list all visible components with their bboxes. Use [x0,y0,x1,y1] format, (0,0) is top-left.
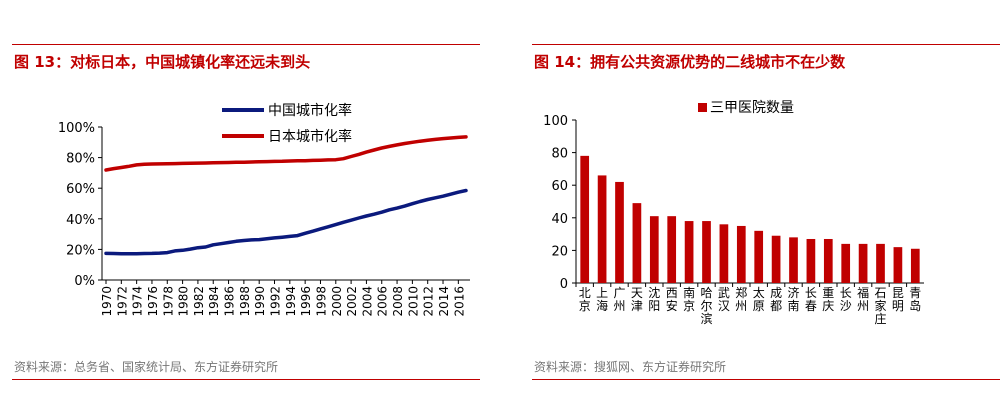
x-tick-label: 1974 [131,286,145,317]
x-tick-label: 1984 [207,286,221,317]
bar [684,221,694,283]
bar [580,155,590,283]
x-tick-label: 青岛 [909,286,921,313]
bar [667,216,677,283]
x-tick-label: 南京 [683,285,695,313]
x-tick-label: 郑州 [735,285,747,313]
bar [702,221,711,283]
x-tick-label: 1970 [100,286,114,317]
bar [736,225,746,283]
bar [754,230,764,283]
y-tick-label: 60 [551,179,568,194]
x-tick-label: 济南 [787,285,799,313]
x-tick-label: 广州 [613,286,625,313]
x-tick-label: 昆明 [892,286,904,313]
legend-label: 日本城市化率 [268,128,352,145]
y-tick-label: 20% [66,243,95,258]
x-tick-label: 2002 [345,286,359,317]
x-tick-label: 2006 [376,286,390,317]
x-tick-label: 成都 [770,286,782,313]
bar [841,243,851,283]
bar [823,238,833,283]
y-tick-label: 40% [66,213,95,228]
x-tick-label: 哈尔滨 [700,286,712,326]
y-tick-label: 80% [66,152,95,167]
x-tick-label: 1990 [253,286,267,317]
x-tick-label: 长春 [805,286,817,313]
x-tick-label: 2008 [391,286,405,317]
x-tick-label: 上海 [596,286,608,313]
top-rule [12,44,480,45]
series-line-2 [104,135,468,172]
chart-title: 图 14：拥有公共资源优势的二线城市不在少数 [534,53,846,71]
x-tick-label: 1992 [269,286,283,317]
x-tick-label: 重庆 [822,286,834,313]
legend-swatch [698,103,707,112]
chart-title: 图 13：对标日本，中国城镇化率还远未到头 [14,53,311,71]
bottom-rule [12,379,480,380]
legend-label: 三甲医院数量 [710,100,794,116]
x-tick-label: 1972 [115,286,129,317]
y-tick-label: 40 [551,212,568,227]
bar [771,235,781,283]
source-note: 资料来源：总务省、国家统计局、东方证券研究所 [14,360,279,374]
y-tick-label: 60% [66,182,95,197]
y-tick-label: 20 [551,244,568,259]
legend-label: 中国城市化率 [268,102,352,119]
x-tick-label: 2010 [406,286,420,317]
bar-chart: 020406080100北京上海广州天津沈阳西安南京哈尔滨武汉郑州太原成都济南长… [543,100,924,326]
x-tick-label: 福州 [857,285,869,313]
x-tick-label: 1982 [192,286,206,317]
bar [910,248,920,283]
bottom-rule [532,379,1000,380]
source-note: 资料来源：搜狐网、东方证券研究所 [534,360,727,374]
x-tick-label: 1994 [284,286,298,317]
x-tick-label: 1988 [238,286,252,317]
bar [806,238,816,283]
x-tick-label: 1986 [223,286,237,317]
figure-13-panel: 图 13：对标日本，中国城镇化率还远未到头 0% 20% 40% 60% 80% 100%… [0,0,480,418]
x-tick-label: 天津 [631,286,643,313]
x-tick-label: 1996 [299,286,313,317]
x-tick-label: 长沙 [840,286,852,313]
bar [893,247,903,283]
x-tick-label: 太原 [753,285,765,313]
x-tick-label: 石家庄 [874,286,886,326]
x-tick-label: 2004 [360,286,374,317]
x-tick-label: 1980 [177,286,191,317]
series-line-1 [104,188,468,256]
y-tick-label: 80 [551,147,568,162]
x-tick-label: 1998 [314,286,328,317]
bar [789,237,798,283]
bar [632,203,642,283]
x-tick-label: 2014 [437,286,451,317]
x-tick-label: 2016 [452,286,466,317]
bar [615,181,624,283]
x-tick-label: 2000 [330,286,344,317]
x-tick-label: 1978 [161,286,175,317]
x-tick-label: 北京 [579,286,591,313]
bar [719,224,729,283]
y-tick-label: 0 [560,277,568,292]
x-tick-label: 2012 [422,286,436,317]
x-tick-label: 武汉 [718,286,730,313]
line-chart: 0%20%40%60%80%100%1970 1972 1974 1976 1978 19… [58,102,470,317]
y-tick-label: 100 [543,114,568,129]
bar [649,216,659,283]
x-tick-label: 沈阳 [648,285,660,313]
bar [858,243,868,283]
y-tick-label: 100% [58,121,95,136]
x-tick-label: 西安 [666,286,678,313]
figure-14-panel: 图 14：拥有公共资源优势的二线城市不在少数 0 20 40 60 80 100 北京 上海广… [520,0,1000,418]
y-tick-label: 0% [74,274,95,289]
bar [876,243,885,283]
top-rule [532,44,1000,45]
bar [597,175,607,283]
x-tick-label: 1976 [146,286,160,317]
